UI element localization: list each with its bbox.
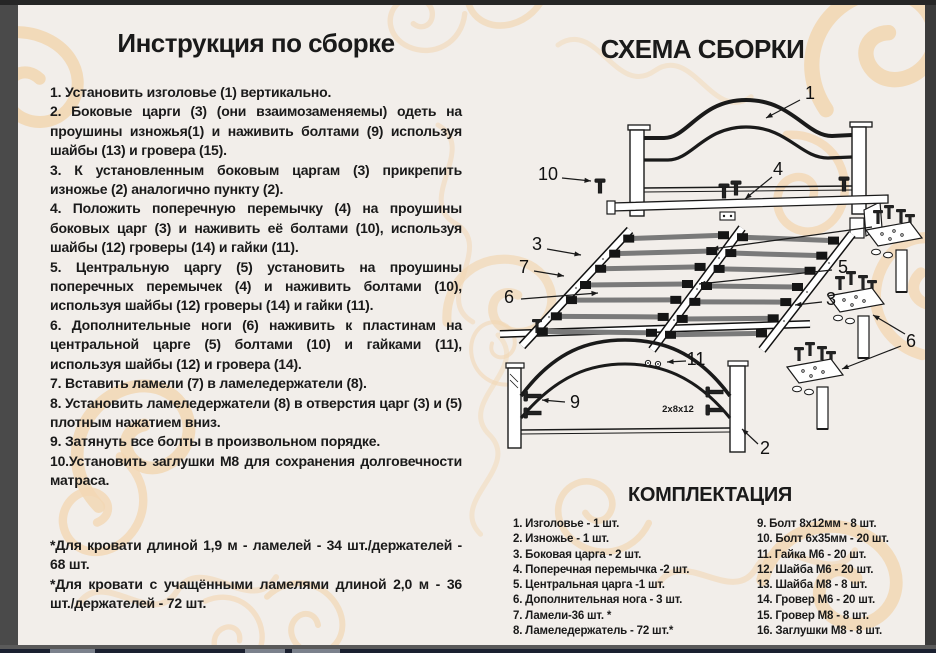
instruction-step: 2. Боковые царги (3) (они взаимозаменяем… <box>50 103 462 159</box>
parts-item: 1. Изголовье - 1 шт. <box>513 518 620 530</box>
taskbar-strip <box>0 649 936 653</box>
instruction-step: 8. Установить ламеледержатели (8) в отве… <box>50 394 462 430</box>
window-top-edge <box>0 0 936 5</box>
parts-item: 6. Дополнительная нога - 3 шт. <box>513 594 683 607</box>
instructions-title: Инструкция по сборке <box>117 28 395 58</box>
diagram-callout-label: 6 <box>504 287 514 307</box>
diagram-callout-label: 7 <box>519 257 529 277</box>
parts-item: 2. Изножье - 1 шт. <box>513 533 609 546</box>
parts-item: 5. Центральная царга -1 шт. <box>513 579 665 592</box>
parts-list-right: 9. Болт 8х12мм - 8 шт. 10. Болт 6х35мм - … <box>757 517 923 639</box>
parts-item: 8. Ламеледержатель - 72 шт.* <box>513 625 674 638</box>
instruction-step: 7. Вставить ламели (7) в ламеледержатели… <box>50 375 367 392</box>
parts-item: 11. Гайка М6 - 20 шт. <box>757 548 867 561</box>
window-bottom-edge <box>0 645 936 649</box>
parts-item: 12. Шайба М6 - 20 шт. <box>757 563 874 576</box>
instruction-step: 9. Затянуть все болты в произвольном пор… <box>50 433 381 450</box>
parts-list-left: 1. Изголовье - 1 шт. 2. Изножье - 1 шт. 3.… <box>513 517 753 639</box>
parts-title: КОМПЛЕКТАЦИЯ <box>627 484 793 506</box>
headboard-drawing <box>594 97 883 239</box>
diagram-callout-label: 5 <box>838 257 848 277</box>
bolt-size-label: 2x8x12 <box>662 404 694 415</box>
instruction-note: *Для кровати длиной 1,9 м - ламелей - 34… <box>50 537 462 573</box>
instruction-step: 1. Установить изголовье (1) вертикально. <box>50 84 332 100</box>
parts-item: 9. Болт 8х12мм - 8 шт. <box>757 518 877 530</box>
parts-item: 13. Шайба М8 - 8 шт. <box>757 579 868 592</box>
instructions-steps: 1. Установить изголовье (1) вертикально.… <box>50 83 462 491</box>
taskbar-item[interactable] <box>50 649 95 653</box>
taskbar-item[interactable] <box>292 649 340 653</box>
instruction-step: 4. Положить поперечную перемычку (4) на … <box>50 200 462 256</box>
diagram-callout-label: 2 <box>760 438 770 458</box>
instruction-step: 10.Установить заглушки М8 для сохранения… <box>50 452 462 489</box>
instruction-step: 6. Дополнительные ноги (6) наживить к пл… <box>50 316 462 372</box>
instruction-step: 3. К установленным боковым царгам (3) пр… <box>50 161 462 198</box>
diagram-callout-label: 11 <box>687 349 706 369</box>
diagram-callout-label: 10 <box>538 164 558 184</box>
parts-item: 14. Гровер М6 - 20 шт. <box>757 594 876 607</box>
instructions-panel: Инструкция по сборке 1. Установить изгол… <box>50 28 462 491</box>
instructions-notes: *Для кровати длиной 1,9 м - ламелей - 34… <box>50 536 462 614</box>
parts-item: 16. Заглушки М8 - 8 шт. <box>757 625 883 638</box>
lamels-drawing <box>536 231 839 339</box>
diagram-callout-label: 3 <box>826 289 836 309</box>
parts-item: 3. Боковая царга - 2 шт. <box>513 548 642 561</box>
parts-item: 15. Гровер М8 - 8 шт. <box>757 609 869 622</box>
diagram-callout-label: 4 <box>773 159 783 179</box>
instruction-note: *Для кровати с учащёнными ламелями длино… <box>50 575 462 612</box>
diagram-callout-label: 6 <box>906 331 916 351</box>
schema-title: СХЕМА СБОРКИ <box>600 34 805 64</box>
parts-item: 10. Болт 6х35мм - 20 шт. <box>757 533 889 546</box>
window-right-edge <box>925 5 936 649</box>
footboard-drawing <box>505 338 749 453</box>
cross-member-drawing <box>606 180 889 221</box>
diagram-callout-label: 9 <box>570 392 580 412</box>
taskbar-item[interactable] <box>245 649 285 653</box>
parts-item: 4. Поперечная перемычка -2 шт. <box>513 563 690 576</box>
diagram-callout-label: 3 <box>532 234 542 254</box>
instruction-step: 5. Центральную царгу (5) установить на п… <box>50 258 462 314</box>
parts-item: 7. Ламели-36 шт. * <box>513 609 612 622</box>
window-left-edge <box>0 5 18 649</box>
diagram-callout-label: 1 <box>805 83 815 103</box>
